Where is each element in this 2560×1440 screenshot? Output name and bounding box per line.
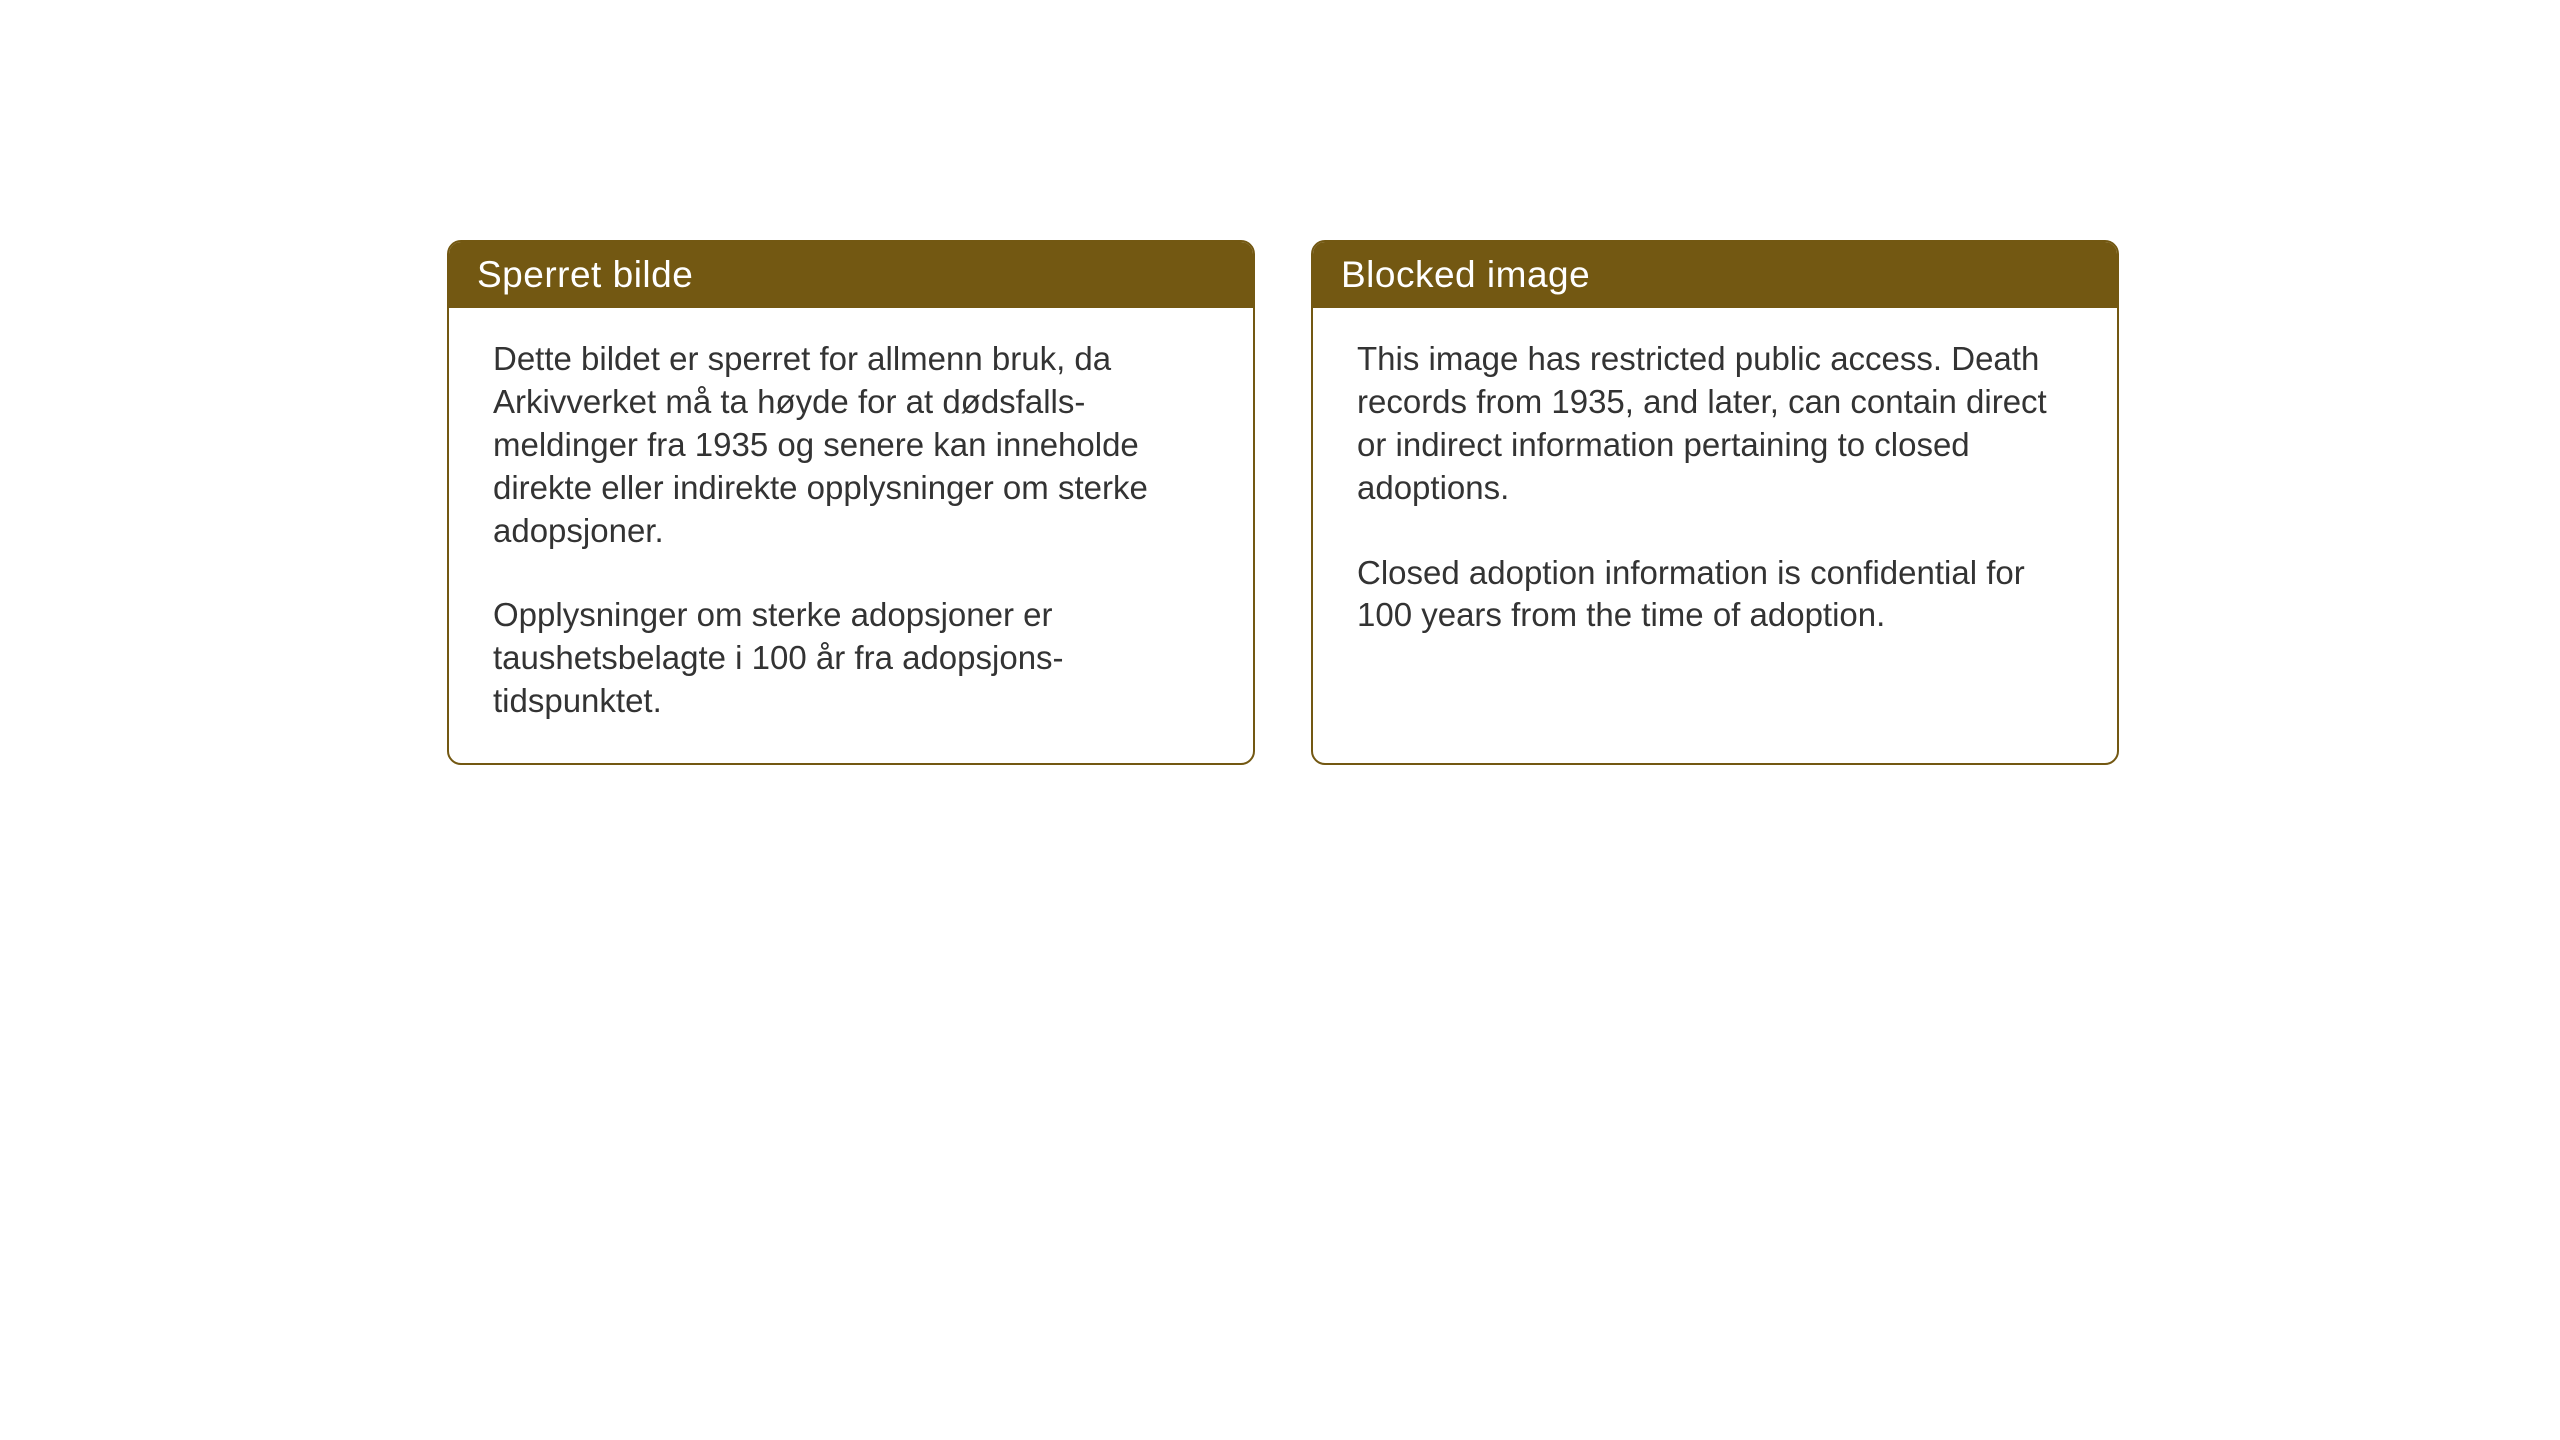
card-header-english: Blocked image [1313,242,2117,308]
card-paragraph-1-english: This image has restricted public access.… [1357,338,2073,510]
card-body-norwegian: Dette bildet er sperret for allmenn bruk… [449,308,1253,763]
card-header-norwegian: Sperret bilde [449,242,1253,308]
notice-card-english: Blocked image This image has restricted … [1311,240,2119,765]
card-body-english: This image has restricted public access.… [1313,308,2117,677]
notice-container: Sperret bilde Dette bildet er sperret fo… [447,240,2119,765]
card-paragraph-1-norwegian: Dette bildet er sperret for allmenn bruk… [493,338,1209,552]
card-paragraph-2-norwegian: Opplysninger om sterke adopsjoner er tau… [493,594,1209,723]
notice-card-norwegian: Sperret bilde Dette bildet er sperret fo… [447,240,1255,765]
card-paragraph-2-english: Closed adoption information is confident… [1357,552,2073,638]
